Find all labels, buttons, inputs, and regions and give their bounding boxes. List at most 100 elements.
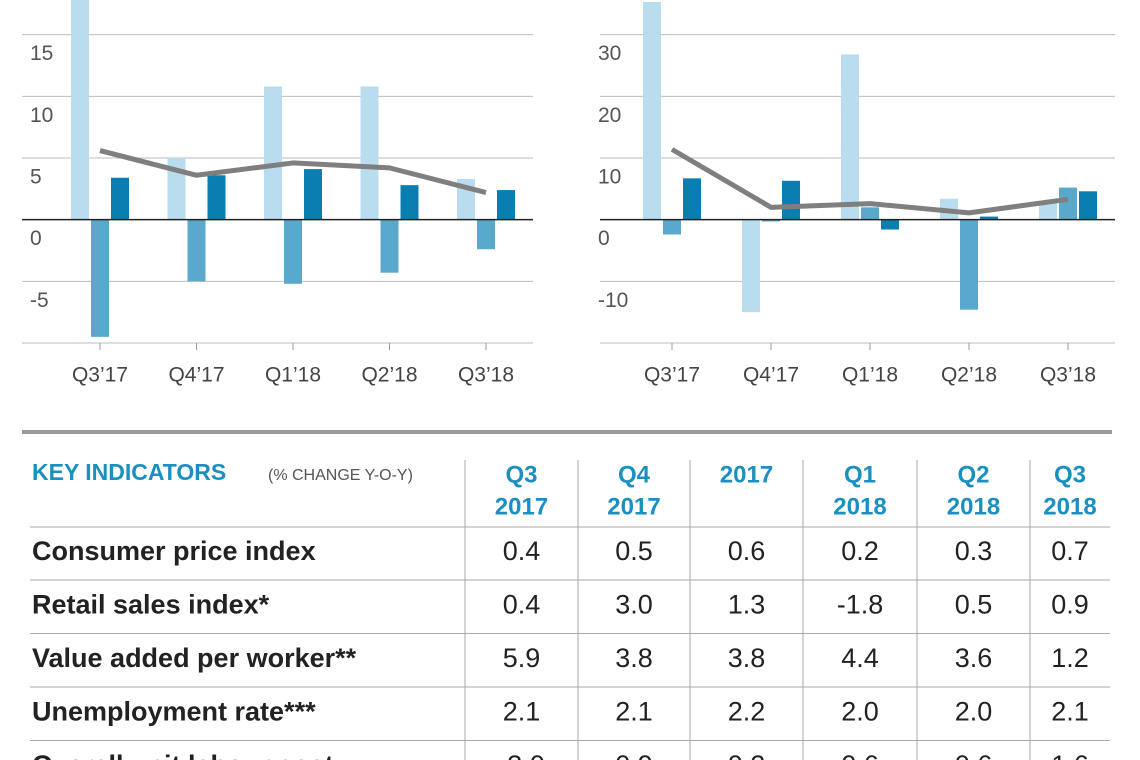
bar <box>284 219 302 284</box>
y-tick-label: 5 <box>30 166 42 189</box>
cell-value: 0.6 <box>728 536 766 566</box>
y-tick-label: 10 <box>598 166 621 189</box>
y-tick-label: 30 <box>598 42 621 65</box>
x-tick-label: Q4’17 <box>743 364 799 387</box>
cell-value: 2.1 <box>615 697 653 727</box>
table-subtitle: (% CHANGE Y-O-Y) <box>268 467 413 484</box>
bar <box>264 86 282 220</box>
bar <box>71 0 89 220</box>
bar <box>400 185 419 220</box>
bar <box>960 219 978 310</box>
bar <box>663 219 681 235</box>
bar <box>360 86 379 220</box>
cell-value: 0.4 <box>503 590 541 620</box>
cell-value: 3.6 <box>955 643 993 673</box>
column-header: Q4 <box>618 461 651 488</box>
y-tick-label: 0 <box>30 227 42 250</box>
cell-value: 0.4 <box>503 536 541 566</box>
y-tick-label: -5 <box>30 289 49 312</box>
cell-value: 1.3 <box>728 590 766 620</box>
cell-value: 0.2 <box>728 750 766 760</box>
y-tick-label: 20 <box>30 0 53 4</box>
bar <box>380 219 399 273</box>
column-header: Q3 <box>505 461 537 488</box>
cell-value: 0.5 <box>615 536 653 566</box>
cell-value: 3.0 <box>615 590 653 620</box>
bar <box>762 219 780 222</box>
x-tick-label: Q2’18 <box>941 364 997 387</box>
y-tick-label: 15 <box>30 42 53 65</box>
cell-value: 0.2 <box>841 536 879 566</box>
column-header: 2018 <box>1043 493 1096 520</box>
x-tick-label: Q3’18 <box>1040 364 1096 387</box>
cell-value: 0.3 <box>955 536 993 566</box>
x-tick-label: Q3’18 <box>458 364 514 387</box>
trend-line <box>99 148 487 195</box>
cell-value: 4.4 <box>841 643 879 673</box>
cell-value: 2.1 <box>503 697 541 727</box>
bar <box>782 180 800 220</box>
trend-line <box>670 147 1069 216</box>
bar <box>304 169 322 220</box>
bar <box>497 190 515 220</box>
x-tick-label: Q4’17 <box>168 364 224 387</box>
bar <box>683 178 701 220</box>
cell-value: 0.5 <box>955 590 993 620</box>
y-tick-label: 10 <box>30 104 53 127</box>
y-tick-label: 0 <box>598 227 610 250</box>
y-tick-label: 40 <box>598 0 621 4</box>
bar <box>477 219 495 250</box>
row-label: Retail sales index* <box>32 590 270 620</box>
row-label: Overall unit labour cost <box>32 750 334 760</box>
column-header: Q3 <box>1054 461 1086 488</box>
bar <box>111 177 129 220</box>
row-label: Value added per worker** <box>32 643 357 673</box>
row-label: Consumer price index <box>32 536 316 566</box>
bar <box>841 54 859 220</box>
column-header: 2018 <box>947 493 1000 520</box>
bar <box>980 216 998 220</box>
x-tick-label: Q3’17 <box>644 364 700 387</box>
y-tick-label: -10 <box>598 289 628 312</box>
row-label: Unemployment rate*** <box>32 697 316 727</box>
bar <box>861 207 879 220</box>
column-header: 2017 <box>495 493 548 520</box>
cell-value: 2.0 <box>841 697 879 727</box>
column-header: Q1 <box>844 461 876 488</box>
bar <box>91 219 109 337</box>
cell-value: 1.6 <box>1051 750 1089 760</box>
x-tick-label: Q2’18 <box>361 364 417 387</box>
cell-value: 0.9 <box>1051 590 1089 620</box>
cell-value: 1.2 <box>1051 643 1089 673</box>
cell-value: 3.8 <box>615 643 653 673</box>
cell-value: 2.0 <box>955 697 993 727</box>
cell-value: 0.7 <box>1051 536 1089 566</box>
bar <box>643 1 661 220</box>
bar <box>742 219 760 313</box>
column-header: 2017 <box>607 493 660 520</box>
cell-value: 2.2 <box>728 697 766 727</box>
bar <box>1059 187 1077 220</box>
bar <box>881 219 899 230</box>
bar <box>1039 202 1057 220</box>
cell-value: 3.8 <box>728 643 766 673</box>
bar <box>207 175 226 220</box>
x-tick-label: Q3’17 <box>72 364 128 387</box>
cell-value: -1.8 <box>837 590 884 620</box>
bar <box>187 219 206 282</box>
x-tick-label: Q1’18 <box>265 364 321 387</box>
table-title: KEY INDICATORS <box>32 459 226 485</box>
column-header: 2017 <box>720 461 773 488</box>
cell-value: 0.9 <box>615 750 653 760</box>
y-tick-label: 20 <box>598 104 621 127</box>
cell-value: 5.9 <box>503 643 541 673</box>
cell-value: 0.6 <box>955 750 993 760</box>
bar <box>1079 191 1097 220</box>
cell-value: -3.0 <box>498 750 545 760</box>
x-tick-label: Q1’18 <box>842 364 898 387</box>
column-header: 2018 <box>833 493 886 520</box>
cell-value: 0.6 <box>841 750 879 760</box>
cell-value: 2.1 <box>1051 697 1089 727</box>
